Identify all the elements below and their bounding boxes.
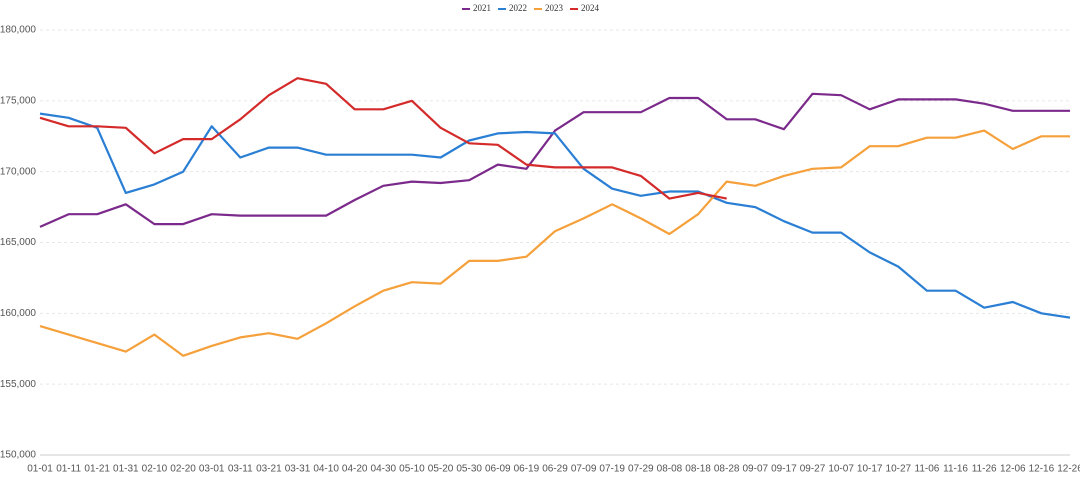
y-tick-label: 175,000 [0, 95, 36, 106]
series-line [39, 92, 1070, 228]
x-tick-label: 01-11 [56, 464, 81, 475]
series-line [39, 112, 1071, 319]
x-tick-label: 05-10 [399, 464, 425, 475]
x-tick-label: 09-17 [771, 464, 797, 475]
x-tick-label: 05-20 [428, 464, 454, 475]
x-tick-label: 06-19 [514, 464, 540, 475]
x-tick-label: 11-16 [943, 464, 968, 475]
legend-label: 2024 [581, 3, 600, 13]
y-tick-label: 180,000 [0, 25, 36, 36]
y-tick-label: 165,000 [0, 237, 36, 248]
series-line [39, 77, 727, 200]
legend-label: 2022 [509, 3, 527, 13]
x-tick-label: 07-09 [571, 464, 597, 475]
x-tick-label: 08-18 [685, 464, 711, 475]
x-tick-label: 12-26 [1057, 464, 1080, 475]
x-tick-label: 01-31 [113, 464, 139, 475]
y-tick-label: 160,000 [0, 308, 36, 319]
legend-label: 2023 [545, 3, 564, 13]
x-tick-label: 07-19 [599, 464, 625, 475]
legend-label: 2021 [473, 3, 491, 13]
x-tick-label: 04-30 [371, 464, 397, 475]
x-tick-label: 09-07 [742, 464, 768, 475]
x-tick-label: 03-11 [228, 464, 253, 475]
y-tick-label: 155,000 [0, 379, 36, 390]
x-tick-label: 08-28 [714, 464, 740, 475]
x-tick-label: 04-20 [342, 464, 368, 475]
x-tick-label: 06-09 [485, 464, 511, 475]
x-tick-label: 04-10 [313, 464, 339, 475]
x-tick-label: 10-27 [886, 464, 912, 475]
x-tick-label: 10-07 [828, 464, 854, 475]
x-tick-label: 01-21 [84, 464, 110, 475]
x-tick-label: 11-06 [915, 464, 940, 475]
legend: 2021 2022 2023 2024 [462, 3, 600, 13]
x-tick-label: 02-10 [142, 464, 168, 475]
x-tick-label: 08-08 [657, 464, 683, 475]
y-tick-label: 170,000 [0, 166, 36, 177]
x-tick-label: 09-27 [800, 464, 826, 475]
x-tick-label: 03-01 [199, 464, 225, 475]
x-tick-label: 12-16 [1029, 464, 1055, 475]
x-tick-label: 02-20 [170, 464, 196, 475]
x-tick-label: 03-31 [285, 464, 311, 475]
y-tick-label: 150,000 [0, 450, 36, 461]
series-line [39, 129, 1070, 357]
x-tick-label: 07-29 [628, 464, 654, 475]
x-tick-label: 12-06 [1000, 464, 1026, 475]
x-tick-label: 11-26 [972, 464, 997, 475]
x-tick-label: 05-30 [456, 464, 482, 475]
x-tick-label: 06-29 [542, 464, 568, 475]
x-tick-label: 01-01 [27, 464, 53, 475]
x-tick-label: 03-21 [256, 464, 282, 475]
x-tick-label: 10-17 [857, 464, 883, 475]
